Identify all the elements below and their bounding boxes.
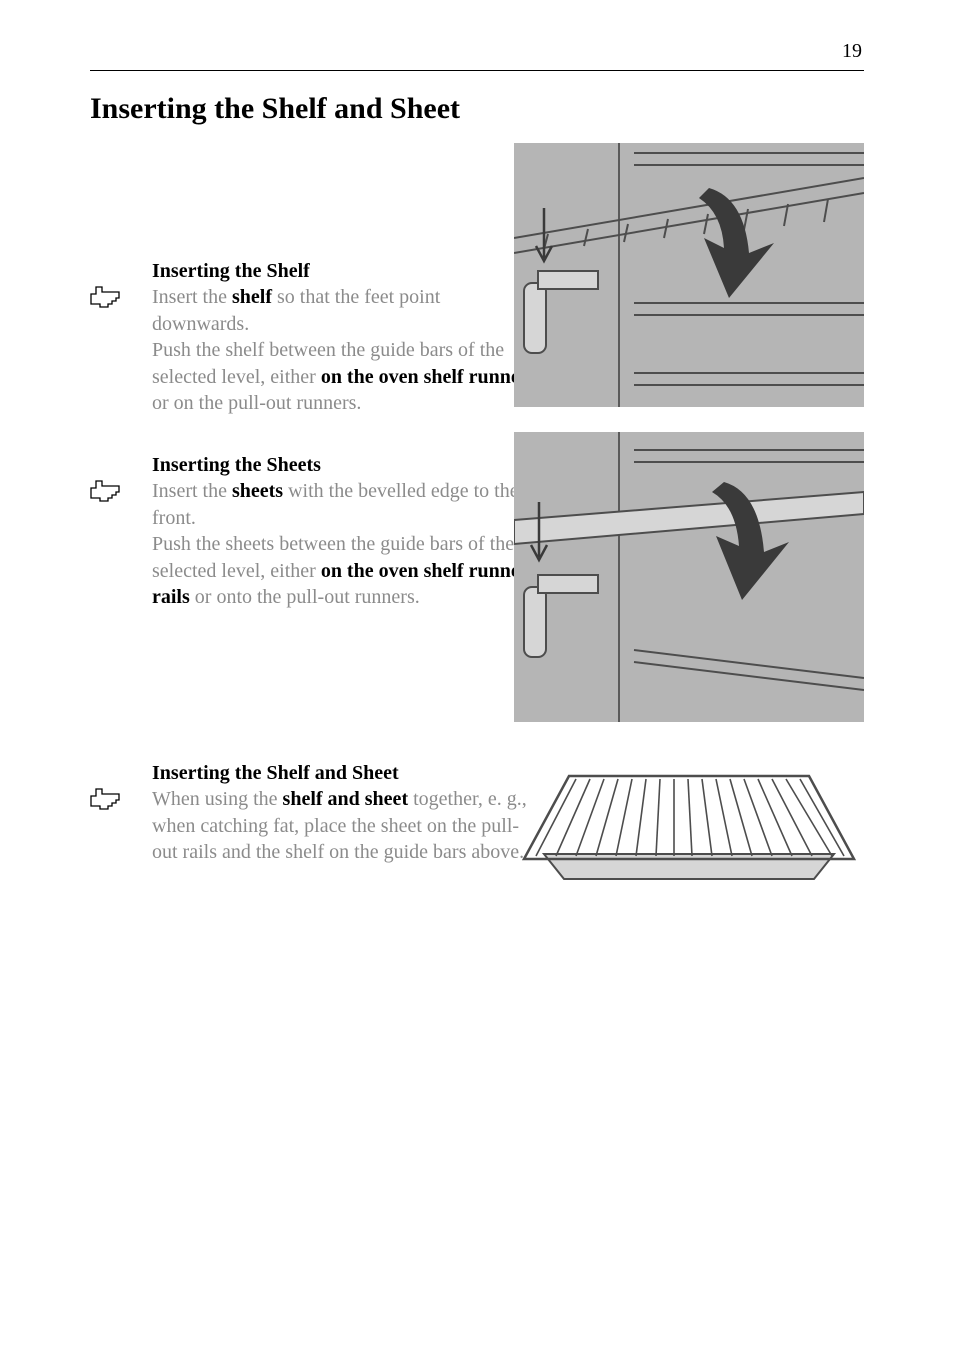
header-rule bbox=[90, 70, 864, 71]
both-line1-bold: shelf and sheet bbox=[283, 788, 409, 810]
sheets-subheading: Inserting the Sheets bbox=[152, 452, 542, 478]
pointing-hand-icon bbox=[90, 788, 120, 810]
shelf-line1-bold: shelf bbox=[232, 286, 272, 308]
sheets-line2-gray2: or onto the pull-out runners. bbox=[190, 586, 420, 608]
both-subheading: Inserting the Shelf and Sheet bbox=[152, 760, 542, 786]
shelf-line2-bold: on the oven shelf runners bbox=[321, 366, 537, 388]
figure-shelf-insertion bbox=[514, 143, 864, 407]
figure-shelf-and-sheet-combo bbox=[514, 764, 864, 889]
sheets-line1-pre: Insert the bbox=[152, 480, 232, 502]
shelf-text: Inserting the Shelf Insert the shelf so … bbox=[152, 258, 542, 416]
page-heading: Inserting the Shelf and Sheet bbox=[90, 92, 460, 126]
shelf-line2-gray2: or on the pull-out runners. bbox=[152, 392, 361, 414]
pointing-hand-icon bbox=[90, 480, 120, 502]
shelf-subheading: Inserting the Shelf bbox=[152, 258, 542, 284]
pointing-hand-icon bbox=[90, 286, 120, 308]
both-line1-pre: When using the bbox=[152, 788, 283, 810]
page-number: 19 bbox=[842, 40, 862, 63]
shelf-line1-pre: Insert the bbox=[152, 286, 232, 308]
figure-sheet-insertion bbox=[514, 432, 864, 722]
sheets-line1-bold: sheets bbox=[232, 480, 283, 502]
both-text: Inserting the Shelf and Sheet When using… bbox=[152, 760, 542, 866]
sheets-text: Inserting the Sheets Insert the sheets w… bbox=[152, 452, 542, 610]
manual-page: 19 Inserting the Shelf and Sheet Inserti… bbox=[0, 0, 954, 1352]
